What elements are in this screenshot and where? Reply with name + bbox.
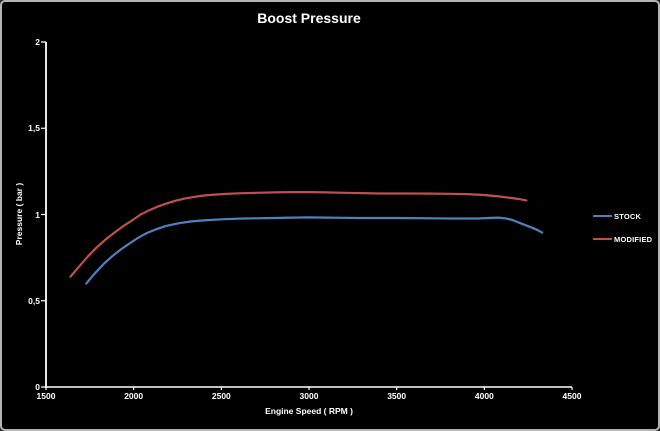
x-tick-label: 3000	[299, 391, 319, 401]
legend-label: STOCK	[614, 211, 642, 221]
legend-swatch-modified	[593, 238, 612, 240]
y-tick-label: 0,5	[28, 295, 40, 306]
legend-swatch-stock	[593, 215, 612, 217]
legend-item-stock: STOCK	[593, 210, 657, 222]
y-tick-label: 2	[35, 37, 40, 47]
chart-title: Boost Pressure	[257, 10, 361, 26]
legend-item-modified: MODIFIED	[593, 233, 657, 245]
series-line-stock	[85, 216, 544, 285]
y-tick-label: 0	[35, 382, 40, 392]
y-axis-title: Pressure ( bar )	[14, 182, 24, 246]
x-tick-label: 4000	[474, 391, 494, 401]
series-line-modified	[69, 191, 528, 278]
x-tick-label: 2000	[124, 391, 144, 401]
legend-label: MODIFIED	[614, 234, 653, 244]
x-axis-title: Engine Speed ( RPM )	[265, 406, 353, 416]
x-tick-label: 2500	[211, 391, 231, 401]
x-tick-label: 3500	[387, 391, 407, 401]
y-tick-label: 1	[35, 209, 40, 220]
legend: STOCK MODIFIED	[593, 210, 657, 256]
x-tick-label: 1500	[36, 391, 56, 401]
y-tick-label: 1,5	[28, 123, 40, 134]
x-tick-label: 4500	[562, 391, 582, 401]
